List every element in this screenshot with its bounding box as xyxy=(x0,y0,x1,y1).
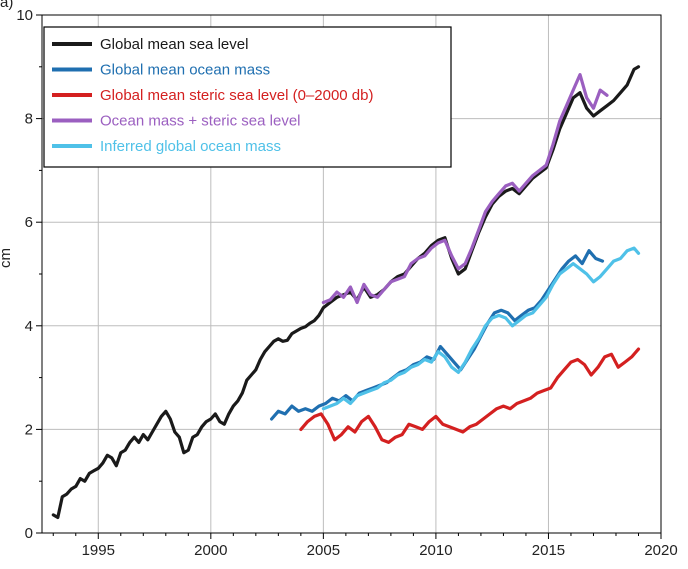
x-tick-label: 2020 xyxy=(644,542,677,559)
y-tick-label: 6 xyxy=(25,214,33,231)
x-tick-label: 2005 xyxy=(307,542,340,559)
legend-label: Global mean sea level xyxy=(100,36,248,53)
x-tick-label: 2000 xyxy=(194,542,227,559)
x-tick-label: 2010 xyxy=(419,542,452,559)
legend-box xyxy=(43,26,452,168)
x-tick-label: 2015 xyxy=(532,542,565,559)
y-tick-label: 4 xyxy=(25,318,33,335)
y-tick-label: 8 xyxy=(25,111,33,128)
y-tick-label: 0 xyxy=(25,525,33,542)
series-line xyxy=(270,249,605,421)
y-axis-title: cm xyxy=(0,248,14,268)
series-line xyxy=(51,65,641,520)
series-line xyxy=(299,347,641,444)
axes: 1995 2000 2005 2010 2015 2020 0 2 4 6 8 10 xyxy=(16,7,677,559)
x-tick-label: 1995 xyxy=(82,542,115,559)
legend-label: Global mean steric sea level (0–2000 db) xyxy=(100,87,374,104)
y-tick-label: 10 xyxy=(16,7,33,24)
legend: Global mean sea level Global mean ocean m… xyxy=(43,26,452,168)
legend-label: Ocean mass + steric sea level xyxy=(100,113,301,130)
series-line xyxy=(321,246,641,411)
series-line xyxy=(321,73,609,305)
panel-label: a) xyxy=(0,0,14,11)
series-layer xyxy=(51,65,641,520)
legend-label: Inferred global ocean mass xyxy=(100,138,281,155)
y-tick-label: 2 xyxy=(25,421,33,438)
legend-label: Global mean ocean mass xyxy=(100,62,270,79)
